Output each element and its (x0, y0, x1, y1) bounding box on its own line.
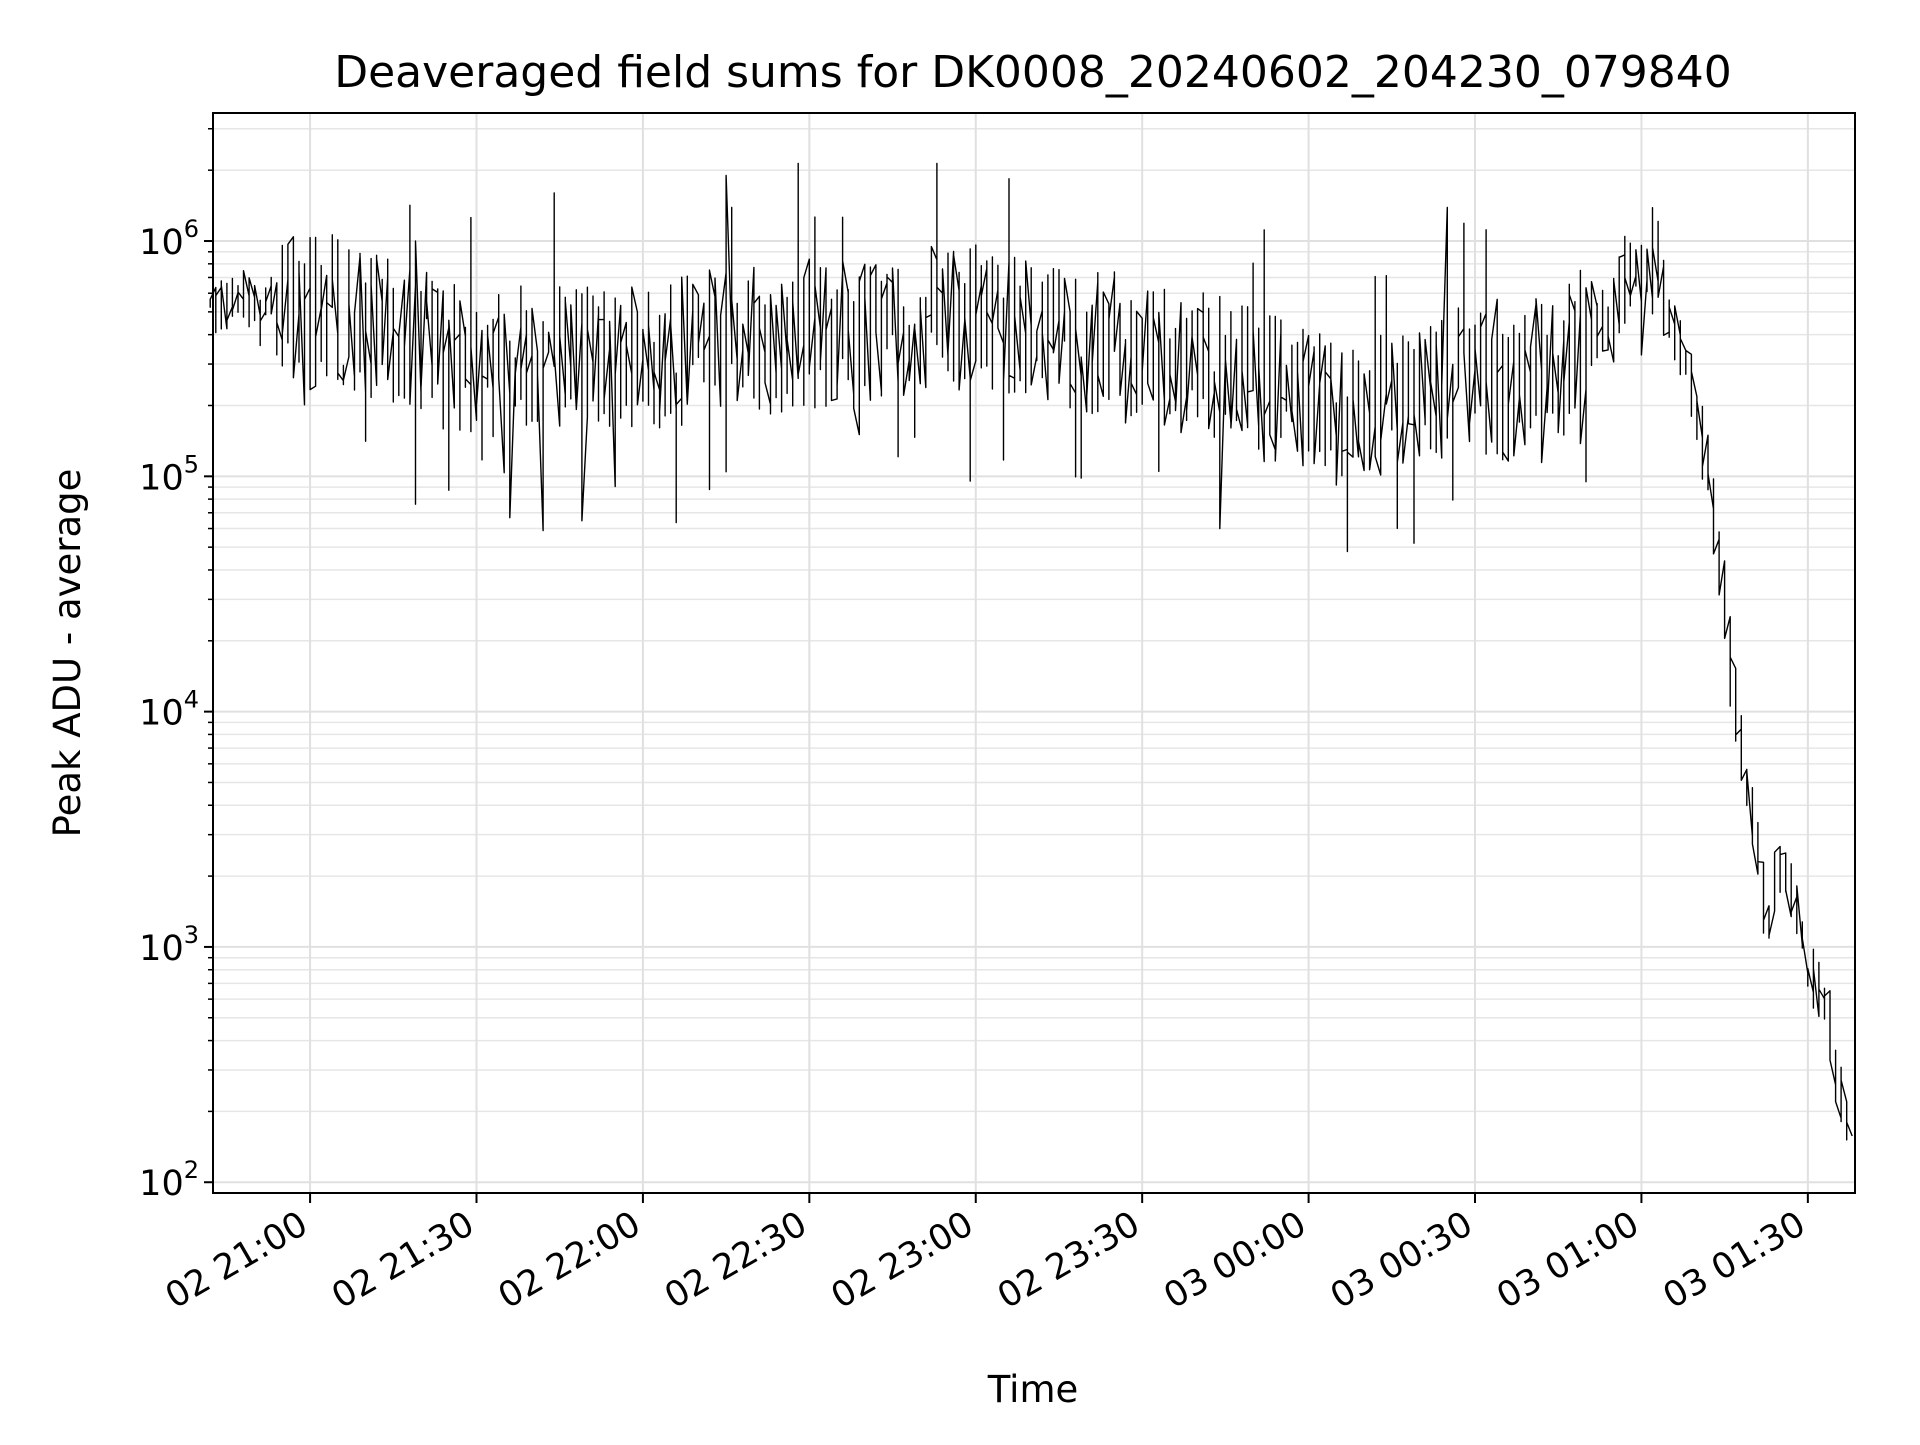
plot-frame (212, 112, 1856, 1194)
x-axis-label: Time (987, 1368, 1079, 1411)
series-line (209, 162, 1853, 1141)
y-tick-label: 104 (139, 686, 199, 734)
chart-title: Deaveraged field sums for DK0008_2024060… (334, 47, 1732, 98)
y-tick-label: 106 (139, 215, 199, 263)
grid (213, 113, 1855, 1193)
y-tick-label: 103 (139, 921, 199, 969)
y-tick-label: 102 (139, 1156, 199, 1204)
series-layer (209, 162, 1853, 1141)
y-axis-label: Peak ADU - average (46, 469, 89, 838)
y-tick-label: 105 (139, 450, 199, 498)
